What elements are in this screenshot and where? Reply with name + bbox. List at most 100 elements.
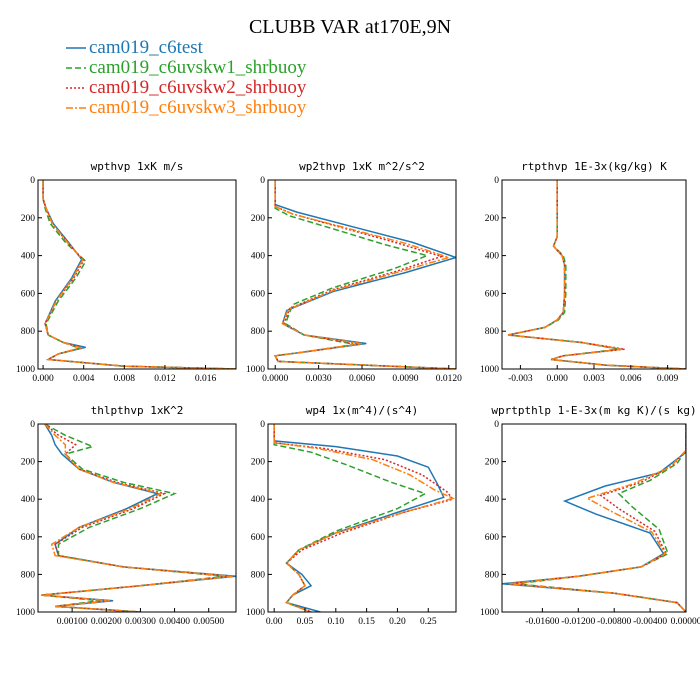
x-tick-label: 0.0060 — [349, 374, 375, 384]
y-tick-label: 0 — [494, 420, 499, 430]
y-tick-label: 1000 — [480, 608, 499, 618]
y-tick-label: 0 — [30, 420, 35, 430]
x-tick-label: 0.00000 — [671, 617, 700, 627]
series-line — [41, 424, 233, 612]
x-tick-label: -0.003 — [508, 374, 533, 384]
series-line — [41, 424, 226, 612]
plot-frame — [37, 423, 237, 613]
legend-item: cam019_c6uvskw1_shrbuoy — [66, 58, 306, 78]
x-tick-label: 0.20 — [389, 617, 406, 627]
y-tick-label: 0 — [494, 176, 499, 186]
plot-frame — [267, 179, 457, 370]
x-tick-label: 0.10 — [327, 617, 344, 627]
series-line — [502, 424, 686, 612]
series-line — [274, 180, 456, 369]
legend-line-swatch — [66, 107, 86, 109]
y-tick-label: 400 — [251, 252, 266, 262]
x-tick-label: 0.00 — [266, 617, 283, 627]
y-tick-label: 1000 — [16, 608, 35, 618]
chart-panel: wp2thvp 1xK m^2/s^2020040060080010000.00… — [246, 160, 462, 384]
x-tick-label: 0.000 — [32, 374, 54, 384]
x-tick-label: 0.006 — [620, 374, 642, 384]
chart-title: rtpthvp 1E-3x(kg/kg) K — [521, 160, 667, 173]
chart-title: wp2thvp 1xK m^2/s^2 — [299, 160, 425, 173]
series-line — [507, 180, 686, 369]
series-line — [42, 180, 236, 369]
y-tick-label: 600 — [21, 533, 36, 543]
y-tick-label: 1000 — [480, 365, 499, 375]
series-line — [274, 180, 456, 369]
y-tick-label: 400 — [251, 495, 266, 505]
y-tick-label: 0 — [260, 420, 265, 430]
y-tick-label: 200 — [251, 214, 266, 224]
x-tick-label: 0.0000 — [262, 374, 288, 384]
y-tick-label: 800 — [21, 327, 36, 337]
legend-line-swatch — [66, 87, 86, 89]
x-tick-label: 0.00100 — [57, 617, 88, 627]
legend-line-swatch — [66, 67, 86, 69]
x-tick-label: 0.25 — [420, 617, 437, 627]
series-line — [507, 180, 686, 369]
y-tick-label: 600 — [251, 289, 266, 299]
x-tick-label: 0.15 — [358, 617, 375, 627]
legend-label: cam019_c6test — [89, 37, 203, 58]
y-tick-label: 1000 — [246, 365, 265, 375]
chart-title: wprtpthlp 1-E-3x(m kg K)/(s kg) — [491, 404, 696, 417]
legend-label: cam019_c6uvskw1_shrbuoy — [89, 57, 307, 78]
x-tick-label: -0.01600 — [525, 617, 559, 627]
x-tick-label: 0.009 — [657, 374, 679, 384]
series-line — [510, 424, 686, 612]
plot-frame — [267, 423, 457, 613]
x-tick-label: 0.05 — [297, 617, 314, 627]
series-line — [41, 424, 230, 612]
chart-title: wp4 1x(m^4)/(s^4) — [306, 404, 419, 417]
y-tick-label: 400 — [485, 495, 500, 505]
series-line — [273, 424, 456, 612]
series-line — [507, 180, 686, 369]
series-line — [42, 180, 236, 369]
series-line — [274, 180, 456, 369]
x-tick-label: 0.016 — [195, 374, 217, 384]
x-tick-label: 0.000 — [547, 374, 569, 384]
x-tick-label: 0.0120 — [436, 374, 462, 384]
y-tick-label: 800 — [485, 327, 500, 337]
y-tick-label: 600 — [485, 533, 500, 543]
legend: cam019_c6test cam019_c6uvskw1_shrbuoy ca… — [66, 38, 306, 118]
series-line — [507, 180, 686, 369]
y-tick-label: 600 — [251, 533, 266, 543]
x-tick-label: -0.01200 — [561, 617, 595, 627]
plot-frame — [501, 423, 687, 613]
x-tick-label: -0.00400 — [633, 617, 667, 627]
series-line — [42, 180, 236, 369]
series-line — [515, 424, 686, 612]
plot-frame — [37, 179, 237, 370]
series-line — [274, 180, 456, 369]
y-tick-label: 0 — [260, 176, 265, 186]
y-tick-label: 200 — [485, 458, 500, 468]
series-line — [273, 424, 445, 612]
x-tick-label: -0.00800 — [597, 617, 631, 627]
series-line — [273, 424, 455, 612]
legend-label: cam019_c6uvskw2_shrbuoy — [89, 77, 307, 98]
chart-panel: rtpthvp 1E-3x(kg/kg) K 0 200 400 600 800 1000-… — [480, 160, 687, 384]
y-tick-label: 1000 — [16, 365, 35, 375]
x-tick-label: 0.00200 — [91, 617, 122, 627]
y-tick-label: 800 — [485, 570, 500, 580]
legend-item: cam019_c6uvskw2_shrbuoy — [66, 78, 306, 98]
y-tick-label: 400 — [485, 252, 500, 262]
legend-item: cam019_c6uvskw3_shrbuoy — [66, 98, 306, 118]
y-tick-label: 800 — [21, 570, 36, 580]
y-tick-label: 600 — [21, 289, 36, 299]
x-tick-label: 0.003 — [583, 374, 605, 384]
series-line — [42, 180, 236, 369]
y-tick-label: 400 — [21, 495, 36, 505]
legend-label: cam019_c6uvskw3_shrbuoy — [89, 97, 307, 118]
series-line — [508, 424, 686, 612]
y-tick-label: 200 — [485, 214, 500, 224]
x-tick-label: 0.012 — [154, 374, 176, 384]
legend-item: cam019_c6test — [66, 38, 306, 58]
